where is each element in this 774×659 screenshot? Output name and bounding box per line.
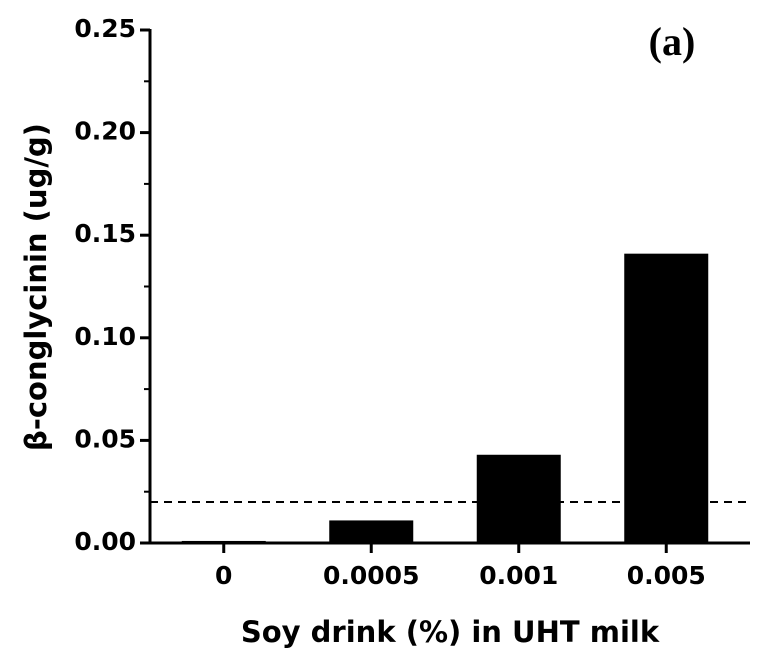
bar [476,454,561,543]
bar [624,253,709,543]
y-tick-label: 0.05 [74,424,136,453]
bar [329,520,414,543]
annotation: (a) [649,19,696,64]
x-tick-label: 0.0005 [323,561,419,590]
y-tick-label: 0.00 [74,527,136,556]
x-tick-label: 0 [215,561,232,590]
bar [181,540,266,543]
y-tick-label: 0.15 [74,219,136,248]
y-tick-label: 0.20 [74,117,136,146]
y-tick-label: 0.10 [74,322,136,351]
x-axis-label: Soy drink (%) in UHT milk [241,615,660,649]
y-tick-label: 0.25 [74,14,136,43]
x-tick-label: 0.001 [479,561,558,590]
x-tick-label: 0.005 [627,561,706,590]
y-axis-label: β-conglycinin (ug/g) [19,123,53,451]
